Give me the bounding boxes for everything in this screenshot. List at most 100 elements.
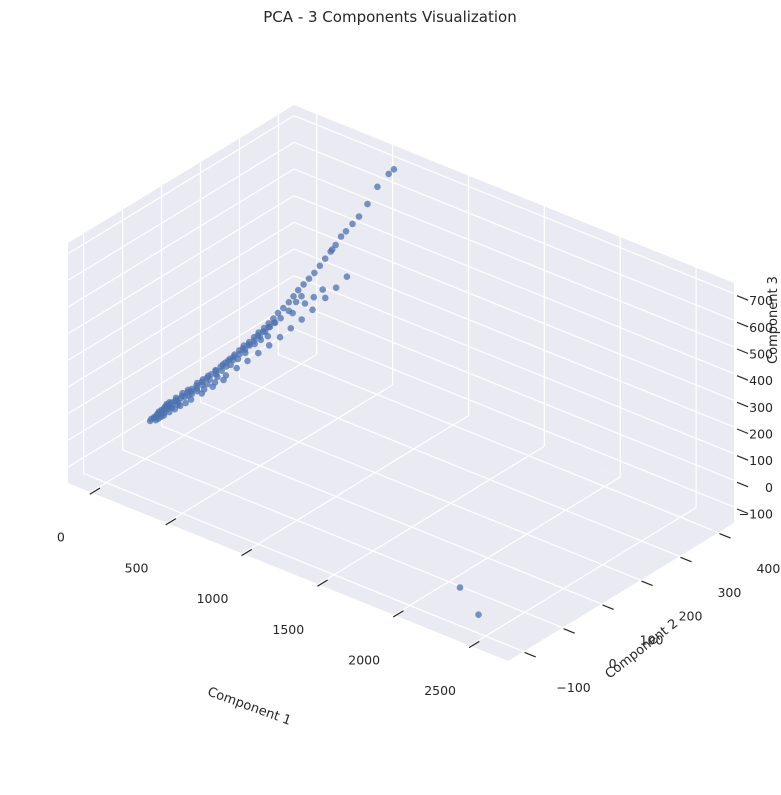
- data-point: [187, 396, 195, 403]
- data-point: [179, 389, 186, 397]
- data-point: [222, 372, 230, 379]
- data-point: [200, 386, 208, 393]
- data-point: [270, 319, 278, 327]
- data-point: [155, 408, 163, 415]
- y-tick-label: 0: [609, 656, 617, 671]
- z-axis-label: Component 3: [766, 276, 781, 364]
- data-point: [300, 281, 307, 288]
- data-point: [230, 353, 237, 361]
- z-tick: [736, 348, 749, 355]
- z-tick-label: 200: [749, 427, 773, 442]
- x-tick: [89, 487, 101, 495]
- data-point: [214, 373, 221, 381]
- z-gridline-back: [293, 248, 735, 428]
- x-tick-label: 0: [57, 530, 65, 545]
- data-point: [342, 228, 350, 235]
- z-gridline-side: [67, 195, 295, 335]
- z-gridline-side: [67, 221, 295, 361]
- floor-pane: [68, 345, 734, 661]
- x-tick-label: 1000: [197, 591, 229, 606]
- data-point: [211, 379, 219, 386]
- data-point: [285, 299, 293, 306]
- z-tick-label: −100: [739, 507, 773, 522]
- y-tick-label: 400: [756, 561, 780, 576]
- data-point: [254, 349, 262, 357]
- data-point: [172, 394, 180, 402]
- data-point: [218, 367, 225, 375]
- data-point: [199, 376, 207, 383]
- data-point: [276, 333, 284, 341]
- data-point: [251, 340, 258, 348]
- data-point: [151, 414, 158, 422]
- z-tick: [736, 455, 749, 461]
- z-tick-label: 400: [749, 373, 773, 388]
- data-point: [259, 328, 267, 335]
- data-point: [322, 294, 329, 302]
- data-point: [321, 255, 329, 262]
- data-point: [289, 309, 296, 317]
- data-point: [204, 380, 211, 388]
- x-gridline-floor: [166, 384, 393, 524]
- data-point: [184, 386, 192, 394]
- data-point: [212, 366, 219, 374]
- data-point: [160, 412, 168, 419]
- z-tick: [736, 321, 749, 328]
- data-point: [364, 200, 371, 208]
- z-gridline-back: [293, 168, 735, 348]
- y-tick-label: 300: [717, 585, 741, 600]
- data-point: [290, 293, 297, 300]
- y-axis-label: Component 2: [603, 616, 681, 682]
- data-point: [194, 379, 201, 387]
- x-tick-label: 2500: [424, 683, 456, 698]
- x-tick-label: 500: [125, 560, 149, 575]
- data-point: [166, 408, 173, 416]
- data-point: [305, 275, 313, 283]
- x-gridline-floor: [242, 415, 469, 555]
- y-gridline-floor: [83, 472, 524, 653]
- data-points: [146, 166, 482, 618]
- z-gridline-side: [67, 168, 295, 308]
- y-gridline-floor: [161, 425, 602, 605]
- data-point: [328, 246, 336, 253]
- data-point: [163, 400, 171, 408]
- y-tick-label: −100: [556, 680, 590, 695]
- y-tick: [641, 580, 653, 587]
- data-point: [264, 332, 272, 340]
- z-tick-label: 300: [749, 400, 773, 415]
- data-point: [245, 341, 252, 348]
- z-tick-label: 100: [749, 453, 773, 468]
- z-tick-label: 500: [749, 347, 773, 362]
- data-point: [274, 309, 282, 317]
- data-point: [254, 332, 262, 339]
- data-point: [176, 402, 184, 410]
- z-gridline-side: [67, 301, 295, 441]
- y-gridline-floor: [200, 401, 641, 581]
- data-point: [316, 262, 324, 270]
- x-tick-label: 2000: [348, 653, 380, 668]
- data-point: [355, 213, 363, 220]
- z-tick: [736, 295, 749, 301]
- axis-panes: [68, 105, 734, 661]
- side-wall-pane: [68, 105, 294, 483]
- z-gridline-back: [293, 195, 735, 375]
- x-tick-label: 1500: [272, 622, 304, 637]
- data-point: [277, 314, 284, 322]
- data-point: [456, 584, 464, 591]
- y-tick-label: 100: [640, 632, 664, 647]
- y-gridline-floor: [239, 377, 680, 557]
- data-point: [385, 170, 393, 178]
- x-gridline-floor: [469, 507, 697, 647]
- data-point: [301, 300, 309, 307]
- data-point: [239, 345, 247, 352]
- data-point: [182, 399, 189, 407]
- z-gridline-back: [293, 221, 735, 401]
- data-point: [287, 325, 295, 332]
- data-point: [225, 357, 232, 364]
- data-point: [390, 166, 398, 173]
- chart-title: PCA - 3 Components Visualization: [263, 8, 516, 26]
- data-point: [343, 273, 351, 281]
- z-tick: [736, 401, 749, 408]
- z-tick: [736, 428, 749, 435]
